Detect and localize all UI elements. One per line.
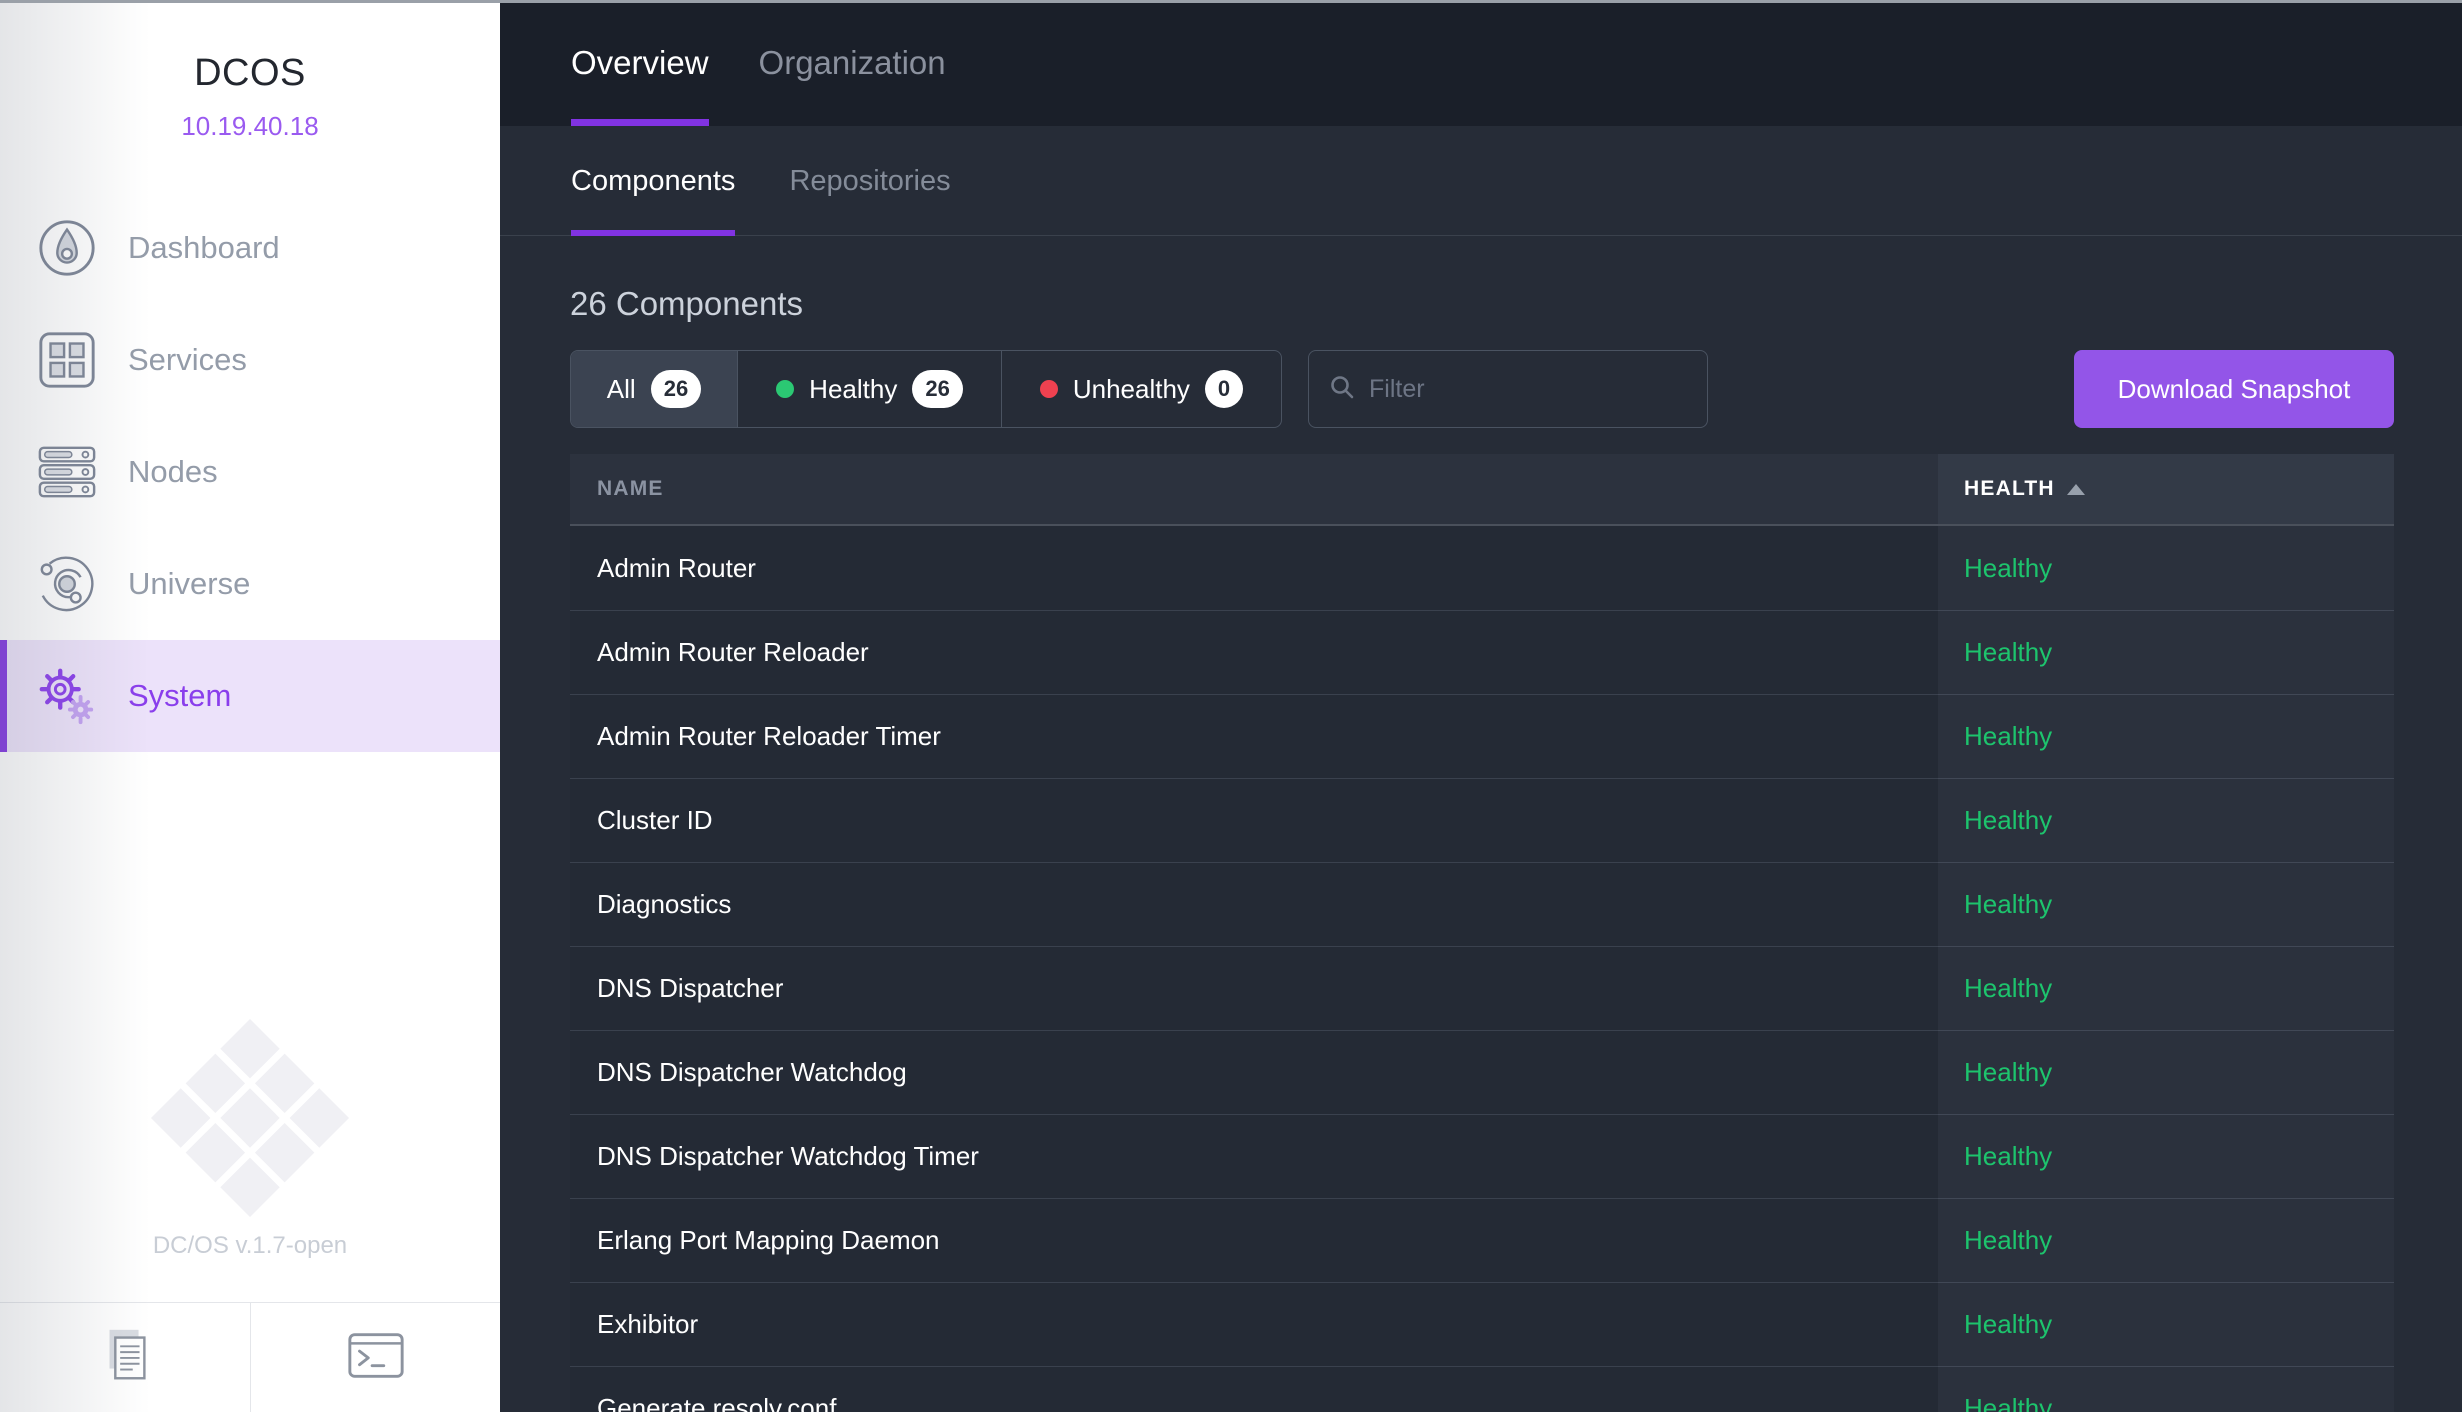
cluster-ip: 10.19.40.18 <box>181 111 319 141</box>
components-table: NAME HEALTH Admin Router Healthy Admin R… <box>570 454 2394 1412</box>
table-row[interactable]: DNS Dispatcher Watchdog Timer Healthy <box>570 1114 2394 1198</box>
health-status: Healthy <box>1938 1114 2394 1198</box>
subtabs: Components Repositories <box>500 126 2462 236</box>
column-header-health[interactable]: HEALTH <box>1938 454 2394 524</box>
health-status: Healthy <box>1938 778 2394 862</box>
system-gears-icon <box>36 665 98 727</box>
sidebar-item-label: Nodes <box>128 454 218 489</box>
table-row[interactable]: DNS Dispatcher Watchdog Healthy <box>570 1030 2394 1114</box>
sidebar-item-system[interactable]: System <box>0 640 500 752</box>
component-name: Admin Router Reloader Timer <box>570 694 1938 778</box>
subtab-repositories[interactable]: Repositories <box>789 164 951 197</box>
health-status: Healthy <box>1938 946 2394 1030</box>
cluster-name: DCOS <box>194 52 306 94</box>
sidebar-item-label: Universe <box>128 566 251 601</box>
component-name: Exhibitor <box>570 1282 1938 1366</box>
download-snapshot-button[interactable]: Download Snapshot <box>2074 350 2394 428</box>
controls-row: All 26 Healthy 26 Unhealthy 0 <box>570 350 2394 428</box>
sidebar-item-nodes[interactable]: Nodes <box>0 416 500 528</box>
sidebar-item-label: System <box>128 678 232 713</box>
component-name: Admin Router <box>570 526 1938 610</box>
version-label: DC/OS v.1.7-open <box>152 1232 348 1259</box>
documentation-icon <box>94 1324 156 1391</box>
health-status: Healthy <box>1938 610 2394 694</box>
health-filter-group: All 26 Healthy 26 Unhealthy 0 <box>570 350 1282 428</box>
component-name: Admin Router Reloader <box>570 610 1938 694</box>
filter-healthy-label: Healthy <box>809 373 898 404</box>
component-name: Diagnostics <box>570 862 1938 946</box>
health-status: Healthy <box>1938 694 2394 778</box>
health-status: Healthy <box>1938 1366 2394 1412</box>
main-panel: Overview Organization Components Reposit… <box>500 0 2462 1412</box>
component-name: Erlang Port Mapping Daemon <box>570 1198 1938 1282</box>
filter-unhealthy[interactable]: Unhealthy 0 <box>1001 351 1281 427</box>
component-name: Generate resolv.conf <box>570 1366 1938 1412</box>
filter-all[interactable]: All 26 <box>571 351 737 427</box>
topbar: Overview Organization <box>500 0 2462 126</box>
tab-overview[interactable]: Overview <box>571 0 709 126</box>
universe-orbit-icon <box>36 553 98 615</box>
table-row[interactable]: Admin Router Healthy <box>570 526 2394 610</box>
window-top-edge <box>0 0 2462 3</box>
table-row[interactable]: Diagnostics Healthy <box>570 862 2394 946</box>
health-status: Healthy <box>1938 1282 2394 1366</box>
filter-healthy[interactable]: Healthy 26 <box>737 351 1001 427</box>
table-row[interactable]: Generate resolv.conf Healthy <box>570 1366 2394 1412</box>
services-grid-icon <box>36 329 98 391</box>
component-name: Cluster ID <box>570 778 1938 862</box>
sidebar: DCOS 10.19.40.18 Dashboard Services <box>0 0 500 1412</box>
documentation-button[interactable] <box>0 1303 250 1412</box>
table-row[interactable]: Exhibitor Healthy <box>570 1282 2394 1366</box>
filter-unhealthy-count-badge: 0 <box>1204 370 1244 408</box>
sidebar-nav: Dashboard Services Nodes <box>0 192 500 752</box>
health-status: Healthy <box>1938 1030 2394 1114</box>
filter-input[interactable] <box>1369 374 1687 404</box>
component-name: DNS Dispatcher Watchdog <box>570 1030 1938 1114</box>
column-header-health-label: HEALTH <box>1964 477 2055 500</box>
table-row[interactable]: DNS Dispatcher Healthy <box>570 946 2394 1030</box>
sidebar-item-services[interactable]: Services <box>0 304 500 416</box>
cluster-header: DCOS 10.19.40.18 <box>0 0 500 142</box>
nodes-servers-icon <box>36 441 98 503</box>
filter-healthy-count-badge: 26 <box>912 370 963 408</box>
health-status: Healthy <box>1938 526 2394 610</box>
component-name: DNS Dispatcher <box>570 946 1938 1030</box>
column-header-name[interactable]: NAME <box>597 477 664 500</box>
page-title: 26 Components <box>570 285 803 322</box>
cli-terminal-button[interactable] <box>250 1303 500 1412</box>
table-row[interactable]: Admin Router Reloader Timer Healthy <box>570 694 2394 778</box>
filter-input-wrap <box>1308 350 1708 428</box>
gauge-icon <box>36 217 98 279</box>
health-status: Healthy <box>1938 862 2394 946</box>
table-row[interactable]: Cluster ID Healthy <box>570 778 2394 862</box>
health-status: Healthy <box>1938 1198 2394 1282</box>
table-header: NAME HEALTH <box>570 454 2394 526</box>
table-row[interactable]: Erlang Port Mapping Daemon Healthy <box>570 1198 2394 1282</box>
healthy-dot-icon <box>776 380 795 398</box>
filter-all-count-badge: 26 <box>650 370 702 408</box>
sort-ascending-icon <box>2066 483 2085 495</box>
search-icon <box>1329 374 1355 405</box>
table-row[interactable]: Admin Router Reloader Healthy <box>570 610 2394 694</box>
sidebar-item-label: Dashboard <box>128 230 280 265</box>
subtab-components[interactable]: Components <box>571 126 736 236</box>
tab-organization[interactable]: Organization <box>758 44 946 81</box>
sidebar-footer <box>0 1302 500 1412</box>
sidebar-item-label: Services <box>128 342 247 377</box>
filter-unhealthy-label: Unhealthy <box>1072 373 1190 404</box>
components-section: 26 Components All 26 Healthy 26 Unhealth… <box>500 282 2462 1412</box>
filter-all-label: All <box>606 373 636 404</box>
sidebar-item-dashboard[interactable]: Dashboard <box>0 192 500 304</box>
cli-terminal-icon <box>345 1324 407 1391</box>
sidebar-item-universe[interactable]: Universe <box>0 528 500 640</box>
component-name: DNS Dispatcher Watchdog Timer <box>570 1114 1938 1198</box>
unhealthy-dot-icon <box>1039 380 1058 398</box>
dcos-logo <box>0 1019 500 1217</box>
